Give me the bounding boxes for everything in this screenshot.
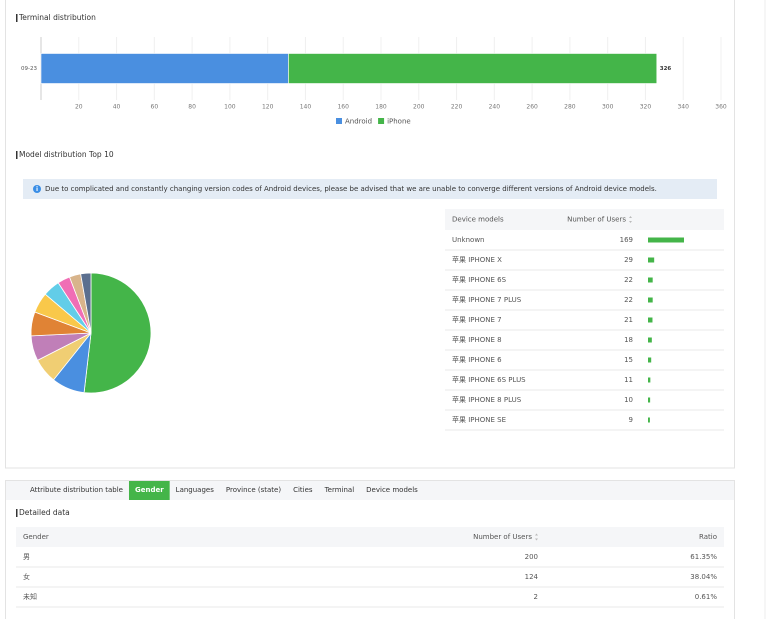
cell: 未知	[23, 592, 37, 601]
column-header: Gender	[23, 533, 49, 541]
mini-bar	[648, 357, 652, 363]
title-marker	[16, 14, 18, 22]
x-tick-label: 360	[715, 104, 727, 111]
info-icon-glyph: i	[36, 186, 38, 193]
model-name: Unknown	[452, 236, 485, 244]
model-name: 苹果 IPHONE 7 PLUS	[452, 295, 522, 304]
column-header: Device models	[452, 216, 504, 224]
total-label: 326	[660, 66, 672, 72]
info-text: Due to complicated and constantly changi…	[45, 185, 657, 193]
sort-icon[interactable]	[629, 216, 632, 223]
mini-bar	[648, 277, 653, 283]
model-name: 苹果 IPHONE 8 PLUS	[452, 395, 522, 404]
title-marker	[16, 151, 18, 159]
x-tick-label: 340	[677, 104, 689, 111]
tab[interactable]: Attribute distribution table	[30, 486, 123, 494]
tab[interactable]: Gender	[135, 486, 164, 494]
cell: 200	[525, 553, 538, 561]
legend-swatch	[378, 118, 385, 124]
x-tick-label: 300	[602, 104, 614, 111]
model-name: 苹果 IPHONE 7	[452, 315, 502, 324]
x-tick-label: 120	[262, 104, 274, 111]
section-title: Detailed data	[19, 508, 70, 517]
info-icon	[33, 185, 41, 193]
x-tick-label: 240	[489, 104, 501, 111]
x-tick-label: 280	[564, 104, 576, 111]
user-count: 10	[624, 396, 633, 404]
cell: 男	[23, 553, 30, 561]
x-tick-label: 80	[188, 104, 196, 111]
x-tick-label: 200	[413, 104, 425, 111]
tab[interactable]: Device models	[366, 486, 418, 494]
x-tick-label: 100	[224, 104, 236, 111]
user-count: 15	[624, 356, 633, 364]
user-count: 22	[624, 276, 633, 284]
column-header: Ratio	[699, 533, 717, 541]
column-header[interactable]: Number of Users	[473, 533, 532, 541]
x-tick-label: 180	[375, 104, 387, 111]
mini-bar	[648, 297, 653, 303]
user-count: 22	[624, 296, 633, 304]
sort-icon[interactable]	[535, 533, 538, 541]
legend-label: iPhone	[387, 118, 411, 126]
model-name: 苹果 IPHONE 8	[452, 335, 502, 344]
user-count: 18	[624, 336, 633, 344]
table-header	[16, 527, 724, 547]
user-count: 11	[624, 376, 633, 384]
mini-bar	[648, 417, 650, 423]
mini-bar	[648, 397, 651, 403]
table-header	[445, 209, 724, 230]
x-tick-label: 40	[113, 104, 121, 111]
user-count: 29	[624, 256, 633, 264]
tab-bar	[6, 481, 734, 500]
x-tick-label: 20	[75, 104, 83, 111]
tab[interactable]: Province (state)	[226, 486, 281, 494]
panel	[5, 480, 735, 619]
x-tick-label: 160	[337, 104, 349, 111]
pie-slice	[83, 272, 152, 394]
cell: 0.61%	[695, 593, 718, 601]
title-marker	[16, 509, 18, 517]
bar-segment	[288, 53, 658, 84]
info-banner	[23, 179, 717, 199]
tab[interactable]: Languages	[176, 486, 215, 494]
mini-bar	[648, 317, 653, 323]
cell: 2	[534, 593, 538, 601]
cell: 女	[23, 572, 30, 581]
model-name: 苹果 IPHONE SE	[452, 415, 506, 424]
mini-bar	[648, 257, 655, 263]
model-name: 苹果 IPHONE 6S PLUS	[452, 375, 526, 384]
y-tick-label: 09-23	[21, 66, 37, 72]
model-name: 苹果 IPHONE 6	[452, 355, 502, 364]
x-tick-label: 220	[451, 104, 463, 111]
mini-bar	[648, 377, 651, 383]
x-tick-label: 320	[640, 104, 652, 111]
user-count: 9	[629, 416, 633, 424]
mini-bar	[648, 337, 652, 343]
active-tab[interactable]	[128, 481, 170, 500]
user-count: 169	[620, 236, 633, 244]
section-title: Terminal distribution	[18, 13, 96, 22]
tab[interactable]: Cities	[293, 486, 313, 494]
pie-slice	[80, 272, 92, 334]
legend-swatch	[336, 118, 342, 124]
user-count: 21	[624, 316, 633, 324]
x-tick-label: 140	[300, 104, 312, 111]
x-tick-label: 260	[526, 104, 538, 111]
bar-segment	[40, 53, 289, 84]
model-name: 苹果 IPHONE X	[452, 255, 502, 264]
legend-label: Android	[345, 118, 372, 126]
tab[interactable]: Terminal	[324, 486, 355, 494]
column-header[interactable]: Number of Users	[567, 216, 626, 224]
cell: 61.35%	[690, 553, 717, 561]
x-tick-label: 60	[151, 104, 159, 111]
cell: 38.04%	[690, 573, 717, 581]
cell: 124	[525, 573, 539, 581]
mini-bar	[648, 237, 684, 243]
model-name: 苹果 IPHONE 6S	[452, 275, 507, 284]
section-title: Model distribution Top 10	[19, 150, 114, 159]
